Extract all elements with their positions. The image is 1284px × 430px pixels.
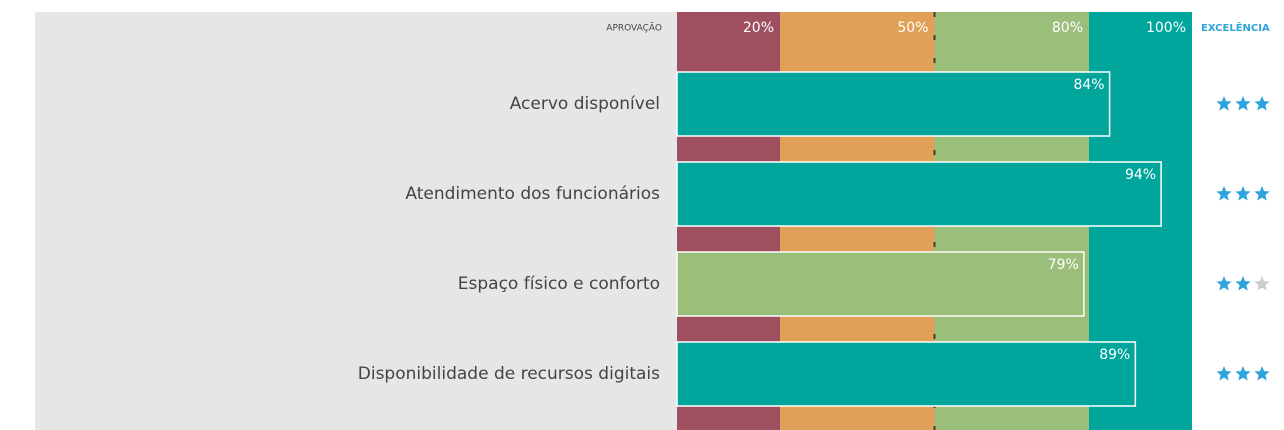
star [1254,276,1270,291]
left-header: APROVAÇÃO [606,23,662,34]
star [1235,276,1251,291]
category-label: Espaço físico e conforto [458,274,660,294]
bar [676,341,1137,407]
category-label: Atendimento dos funcionários [405,184,660,204]
x-tick-label: 100% [1146,20,1186,36]
value-label: 84% [1073,77,1104,93]
bar [676,251,1085,317]
star [1254,96,1270,111]
category-label: Disponibilidade de recursos digitais [358,364,660,384]
bar [676,161,1162,227]
bar [676,71,1111,137]
x-tick-label: 50% [897,20,928,36]
x-tick-label: 80% [1052,20,1083,36]
value-label: 79% [1048,257,1079,273]
x-tick-label: 20% [743,20,774,36]
star [1216,186,1232,201]
star [1254,366,1270,381]
star [1235,186,1251,201]
value-label: 94% [1125,167,1156,183]
star [1235,366,1251,381]
star [1216,96,1232,111]
category-label: Acervo disponível [510,94,660,114]
star [1216,366,1232,381]
star [1216,276,1232,291]
star [1254,186,1270,201]
value-label: 89% [1099,347,1130,363]
star [1235,96,1251,111]
right-header: EXCELÊNCIA [1201,21,1270,34]
